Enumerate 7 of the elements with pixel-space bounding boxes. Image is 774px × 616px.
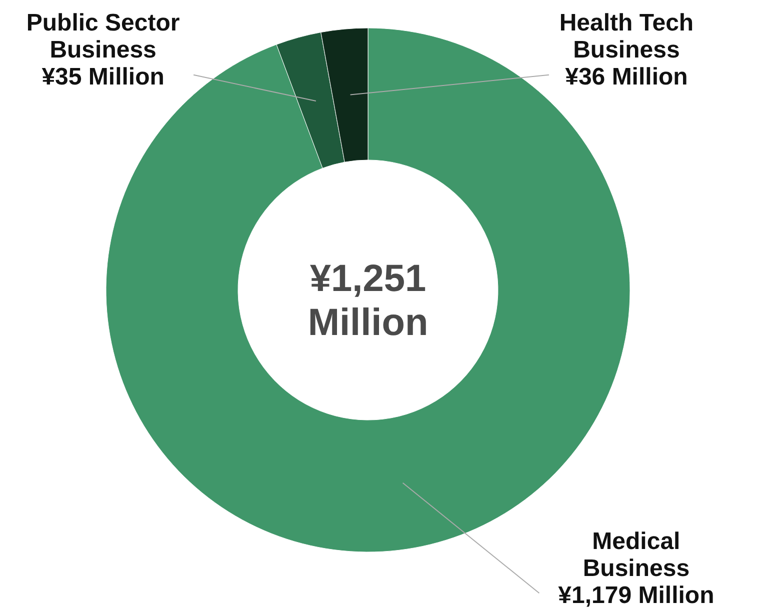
data-label: ¥36 Million [565, 64, 688, 91]
slice-label: Health Tech Business [559, 10, 694, 64]
text: ¥1,251 Million [308, 258, 428, 344]
slice-label: Medical Business [582, 528, 690, 582]
data-label: ¥1,179 Million [558, 582, 714, 609]
slice-label: Public Sector Business [26, 10, 180, 64]
data-label: ¥35 Million [42, 64, 164, 91]
